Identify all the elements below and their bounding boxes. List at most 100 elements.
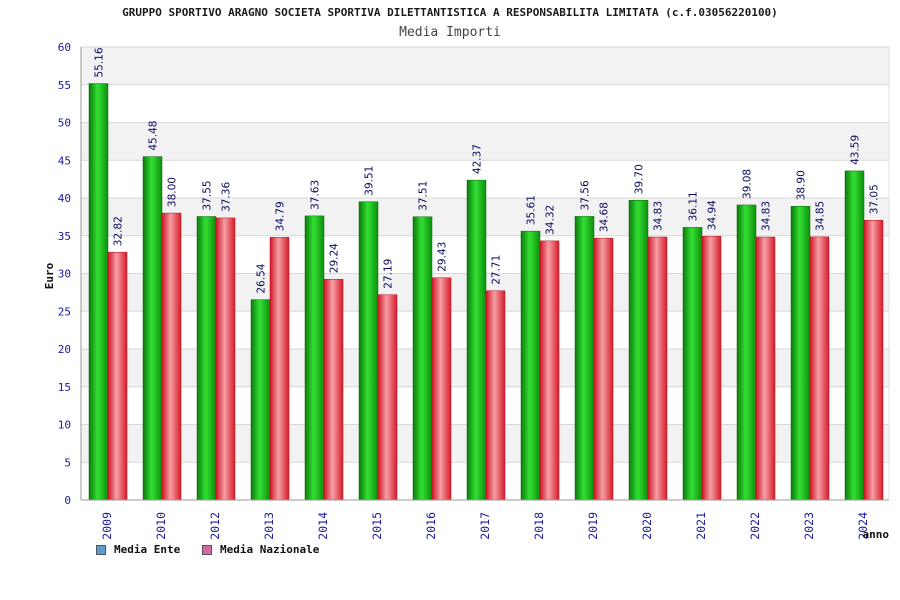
data-label: 34.85 bbox=[815, 201, 827, 231]
chart-subtitle: Media Importi bbox=[399, 25, 501, 40]
x-tick-label: 2020 bbox=[640, 512, 654, 540]
legend-item-ente: Media Ente bbox=[96, 543, 180, 556]
bar-media-ente bbox=[412, 216, 433, 501]
bar-media-nazionale bbox=[107, 251, 128, 501]
bar-media-nazionale bbox=[161, 212, 182, 501]
bars bbox=[88, 83, 884, 501]
bar-media-ente bbox=[196, 216, 217, 501]
data-label: 34.68 bbox=[599, 202, 611, 232]
y-tick-label: 40 bbox=[58, 192, 71, 205]
x-tick-label: 2022 bbox=[748, 512, 762, 540]
bar-media-nazionale bbox=[485, 290, 506, 501]
bar-media-ente bbox=[358, 201, 379, 501]
data-label: 38.00 bbox=[167, 177, 179, 207]
chart-title: GRUPPO SPORTIVO ARAGNO SOCIETA SPORTIVA … bbox=[122, 6, 778, 19]
x-tick-label: 2021 bbox=[694, 512, 708, 540]
bar-media-nazionale bbox=[593, 237, 614, 501]
y-tick-label: 0 bbox=[64, 494, 71, 507]
bar-media-nazionale bbox=[755, 236, 776, 501]
bar-media-nazionale bbox=[809, 236, 830, 501]
bar-media-nazionale bbox=[323, 278, 344, 501]
bar-media-ente bbox=[304, 215, 325, 501]
bar-media-ente bbox=[250, 299, 271, 501]
data-label: 29.43 bbox=[437, 242, 449, 272]
bar-media-ente bbox=[466, 179, 487, 501]
data-label: 39.70 bbox=[634, 164, 646, 194]
x-tick-label: 2016 bbox=[424, 512, 438, 540]
data-label: 27.71 bbox=[491, 255, 503, 285]
data-label: 55.16 bbox=[94, 47, 106, 77]
x-tick-label: 2017 bbox=[478, 512, 492, 540]
data-label: 34.79 bbox=[275, 201, 287, 231]
x-tick-label: 2024 bbox=[856, 512, 870, 540]
y-tick-label: 20 bbox=[58, 343, 71, 356]
bar-media-ente bbox=[142, 156, 163, 501]
x-tick-label: 2018 bbox=[532, 512, 546, 540]
y-tick-label: 55 bbox=[58, 79, 71, 92]
y-tick-label: 45 bbox=[58, 154, 71, 167]
bar-media-nazionale bbox=[215, 217, 236, 501]
y-tick-label: 30 bbox=[58, 268, 71, 281]
bar-media-nazionale bbox=[431, 277, 452, 501]
y-tick-label: 10 bbox=[58, 419, 71, 432]
y-tick-label: 25 bbox=[58, 305, 71, 318]
data-label: 29.24 bbox=[329, 243, 341, 273]
legend-label-nazionale: Media Nazionale bbox=[220, 543, 320, 556]
data-label: 37.55 bbox=[202, 180, 214, 210]
data-label: 37.56 bbox=[580, 180, 592, 210]
data-label: 37.05 bbox=[869, 184, 881, 214]
bar-media-ente bbox=[520, 230, 541, 501]
grid-band bbox=[81, 122, 889, 161]
y-tick-label: 35 bbox=[58, 230, 71, 243]
data-label: 34.83 bbox=[653, 201, 665, 231]
bar-media-nazionale bbox=[863, 220, 884, 501]
data-label: 34.94 bbox=[707, 200, 719, 230]
data-label: 35.61 bbox=[526, 195, 538, 225]
data-label: 39.51 bbox=[364, 166, 376, 196]
x-tick-label: 2014 bbox=[316, 512, 330, 540]
y-axis-label: Euro bbox=[43, 262, 56, 289]
x-tick-label: 2010 bbox=[154, 512, 168, 540]
bar-media-nazionale bbox=[647, 236, 668, 501]
x-tick-label: 2009 bbox=[100, 512, 114, 540]
legend-item-nazionale: Media Nazionale bbox=[202, 543, 319, 556]
bar-media-ente bbox=[628, 200, 649, 501]
x-axis-label: anno bbox=[863, 528, 890, 541]
bar-media-nazionale bbox=[701, 235, 722, 501]
data-label: 34.83 bbox=[761, 201, 773, 231]
data-label: 37.36 bbox=[221, 182, 233, 212]
data-labels: 55.16 32.82 45.48 38.00 37.55 37.36 26.54 34.79… bbox=[94, 47, 881, 293]
data-label: 36.11 bbox=[688, 191, 700, 221]
x-tick-label: 2019 bbox=[586, 512, 600, 540]
y-tick-label: 50 bbox=[58, 117, 71, 130]
y-tick-label: 5 bbox=[64, 456, 71, 469]
data-label: 37.63 bbox=[310, 180, 322, 210]
bar-media-ente bbox=[574, 216, 595, 501]
data-label: 45.48 bbox=[148, 121, 160, 151]
legend-swatch-ente bbox=[96, 544, 106, 555]
axes: 0 5 10 15 20 25 30 35 40 45 50 55 60 2009 2010 2012 2013… bbox=[58, 41, 890, 540]
legend-swatch-nazionale bbox=[202, 544, 212, 555]
bar-media-ente bbox=[88, 83, 109, 501]
data-label: 32.82 bbox=[113, 216, 125, 246]
x-tick-label: 2023 bbox=[802, 512, 816, 540]
data-label: 43.59 bbox=[850, 135, 862, 165]
y-tick-label: 15 bbox=[58, 381, 71, 394]
data-label: 27.19 bbox=[383, 259, 395, 289]
grid-band bbox=[81, 47, 889, 85]
bar-media-ente bbox=[790, 206, 811, 501]
bar-media-ente bbox=[736, 204, 757, 501]
x-tick-label: 2013 bbox=[262, 512, 276, 540]
x-tick-label: 2015 bbox=[370, 512, 384, 540]
bar-media-nazionale bbox=[269, 237, 290, 501]
data-label: 37.51 bbox=[418, 181, 430, 211]
data-label: 26.54 bbox=[256, 263, 268, 293]
x-tick-label: 2012 bbox=[208, 512, 222, 540]
data-label: 34.32 bbox=[545, 205, 557, 235]
legend-label-ente: Media Ente bbox=[114, 543, 181, 556]
bar-media-nazionale bbox=[539, 240, 560, 501]
y-tick-label: 60 bbox=[58, 41, 71, 54]
bar-media-ente bbox=[844, 170, 865, 501]
data-label: 38.90 bbox=[796, 170, 808, 200]
